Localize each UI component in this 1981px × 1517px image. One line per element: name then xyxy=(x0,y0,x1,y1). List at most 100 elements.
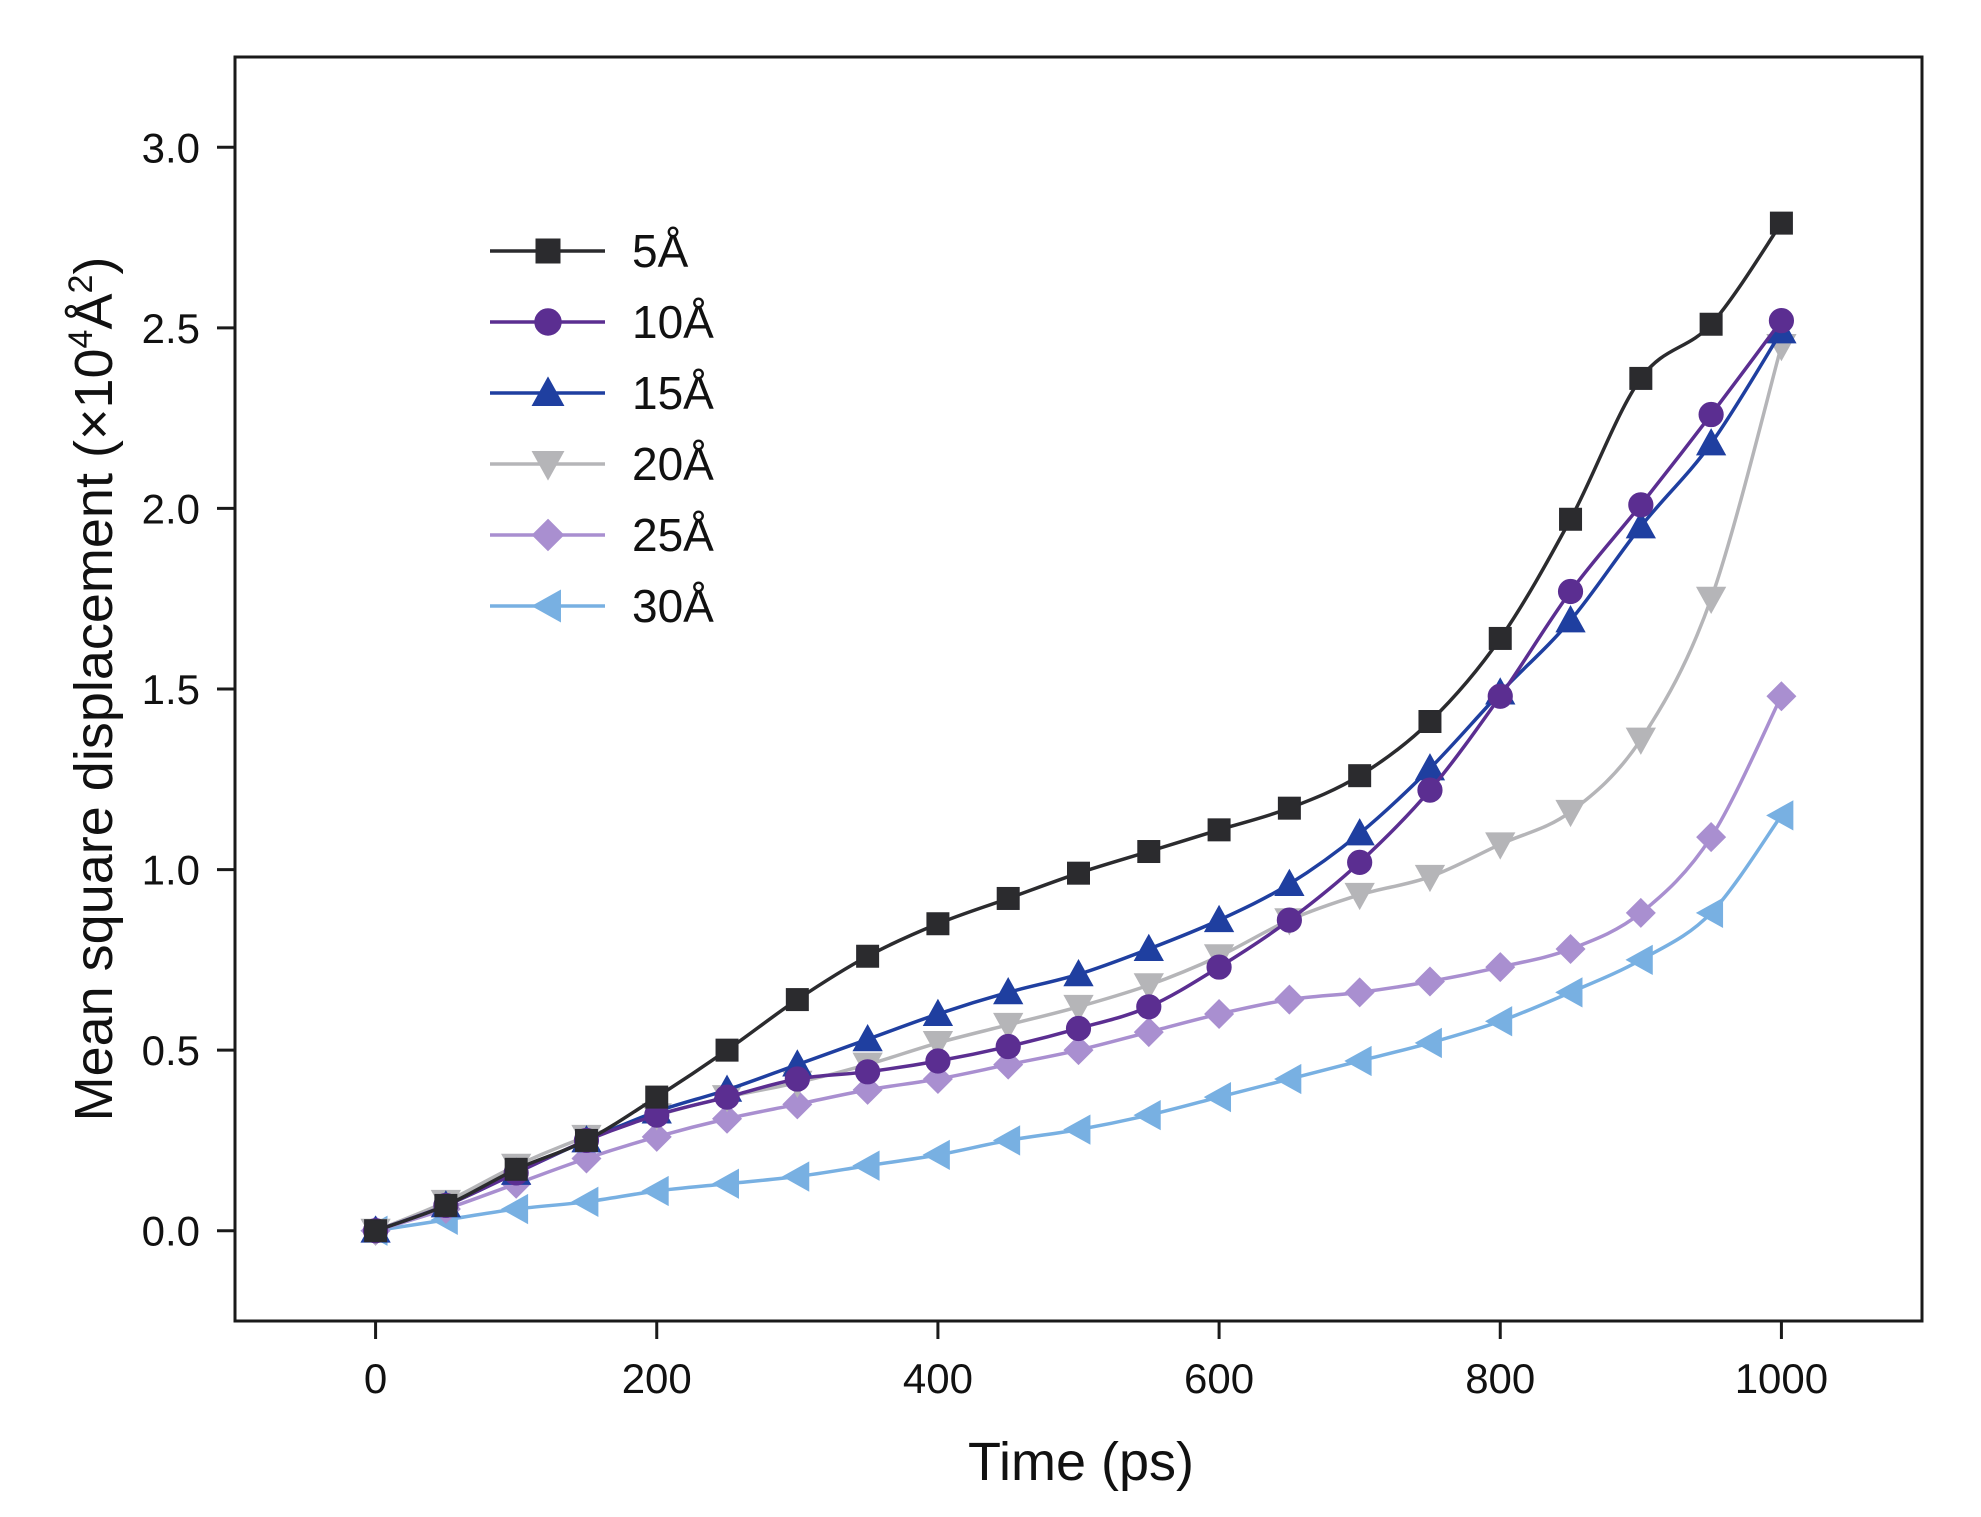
data-point-5Å-800 xyxy=(1488,626,1512,650)
data-point-15Å-500 xyxy=(1063,958,1094,987)
y-tick-label-3.0: 3.0 xyxy=(142,124,200,171)
data-point-30Å-500 xyxy=(1063,1114,1091,1145)
y-axis-title-main: Mean square displacement (×10 xyxy=(64,348,124,1121)
y-axis-title-close: ) xyxy=(64,257,124,275)
data-point-30Å-200 xyxy=(641,1175,669,1207)
series-5Å xyxy=(364,211,1793,1243)
data-point-5Å-300 xyxy=(785,988,809,1012)
data-point-15Å-850 xyxy=(1555,605,1586,633)
data-point-30Å-700 xyxy=(1344,1045,1372,1077)
series-30Å xyxy=(360,800,1794,1246)
y-tick-label-2.0: 2.0 xyxy=(142,485,200,532)
data-point-25Å-600 xyxy=(1204,999,1235,1030)
data-point-10Å-900 xyxy=(1628,492,1654,518)
data-point-5Å-250 xyxy=(715,1038,739,1062)
data-point-30Å-950 xyxy=(1695,897,1724,929)
legend-item-15Å: 15Å xyxy=(490,367,714,419)
data-point-25Å-900 xyxy=(1625,897,1656,928)
y-tick-label-2.5: 2.5 xyxy=(142,305,200,352)
data-point-25Å-550 xyxy=(1133,1017,1164,1048)
legend-marker-5Å xyxy=(535,238,561,264)
data-point-30Å-450 xyxy=(992,1125,1021,1156)
data-point-30Å-850 xyxy=(1555,977,1583,1008)
data-point-10Å-250 xyxy=(714,1084,740,1110)
series-line-10Å xyxy=(374,319,1783,1233)
data-point-20Å-500 xyxy=(1063,994,1094,1023)
data-point-10Å-350 xyxy=(855,1059,881,1085)
legend-label-10Å: 10Å xyxy=(632,296,714,348)
data-point-15Å-400 xyxy=(922,998,954,1026)
legend-item-20Å: 20Å xyxy=(490,438,714,490)
y-axis-title: Mean square displacement (×104Å2) xyxy=(62,257,124,1122)
data-point-10Å-1000 xyxy=(1768,308,1795,334)
data-point-25Å-300 xyxy=(782,1089,813,1120)
data-point-25Å-350 xyxy=(852,1074,883,1105)
data-point-20Å-950 xyxy=(1695,586,1727,615)
data-point-30Å-1000 xyxy=(1766,800,1794,831)
data-point-20Å-700 xyxy=(1344,882,1375,911)
x-tick-label-400: 400 xyxy=(903,1355,973,1402)
data-point-5Å-750 xyxy=(1418,710,1442,734)
series-15Å xyxy=(360,316,1797,1243)
data-point-25Å-800 xyxy=(1485,952,1516,983)
data-point-5Å-600 xyxy=(1207,818,1231,842)
data-point-10Å-500 xyxy=(1065,1015,1092,1042)
data-point-20Å-550 xyxy=(1133,973,1164,1001)
x-axis-title: Time (ps) xyxy=(968,1432,1194,1492)
data-point-25Å-650 xyxy=(1274,984,1305,1015)
data-point-5Å-850 xyxy=(1559,507,1583,531)
data-point-30Å-350 xyxy=(852,1150,880,1181)
series-line-5Å xyxy=(374,222,1783,1233)
data-point-5Å-950 xyxy=(1699,312,1723,336)
data-point-15Å-550 xyxy=(1133,933,1164,961)
data-point-25Å-750 xyxy=(1414,966,1445,997)
data-point-25Å-1000 xyxy=(1766,681,1797,712)
data-point-15Å-950 xyxy=(1695,428,1727,456)
data-point-30Å-150 xyxy=(571,1186,599,1217)
data-point-5Å-400 xyxy=(926,912,950,936)
data-point-25Å-850 xyxy=(1555,934,1586,965)
data-point-5Å-100 xyxy=(504,1157,528,1181)
data-point-5Å-1000 xyxy=(1769,211,1793,235)
data-point-30Å-400 xyxy=(922,1139,950,1171)
data-point-5Å-350 xyxy=(856,944,880,968)
x-tick-label-200: 200 xyxy=(622,1355,692,1402)
data-point-5Å-150 xyxy=(574,1128,598,1152)
data-point-10Å-300 xyxy=(784,1066,810,1092)
x-tick-label-600: 600 xyxy=(1184,1355,1254,1402)
data-point-5Å-0 xyxy=(364,1219,388,1243)
legend-marker-25Å xyxy=(531,518,565,552)
data-point-20Å-400 xyxy=(922,1030,954,1059)
data-point-20Å-750 xyxy=(1414,864,1446,893)
data-point-10Å-700 xyxy=(1347,849,1373,875)
data-point-20Å-450 xyxy=(993,1012,1024,1041)
data-point-10Å-450 xyxy=(995,1033,1021,1060)
data-point-25Å-250 xyxy=(712,1103,743,1134)
legend-marker-10Å xyxy=(534,308,562,336)
legend-marker-15Å xyxy=(531,376,565,406)
legend-item-5Å: 5Å xyxy=(490,225,689,277)
data-point-20Å-850 xyxy=(1555,799,1586,828)
data-point-10Å-950 xyxy=(1698,401,1724,428)
legend-label-15Å: 15Å xyxy=(632,367,714,419)
data-point-5Å-650 xyxy=(1277,796,1301,820)
data-point-10Å-550 xyxy=(1136,994,1162,1020)
data-point-25Å-500 xyxy=(1063,1035,1094,1066)
legend-label-20Å: 20Å xyxy=(632,438,714,490)
data-point-30Å-550 xyxy=(1133,1099,1161,1131)
legend-item-25Å: 25Å xyxy=(490,509,714,561)
data-point-5Å-700 xyxy=(1348,764,1372,788)
data-point-5Å-900 xyxy=(1629,366,1653,390)
data-point-5Å-450 xyxy=(996,886,1020,910)
series-line-20Å xyxy=(374,345,1784,1233)
data-point-25Å-700 xyxy=(1344,977,1375,1008)
y-tick-label-0.0: 0.0 xyxy=(142,1208,200,1255)
data-point-10Å-400 xyxy=(925,1048,951,1074)
data-point-15Å-900 xyxy=(1625,511,1656,539)
y-tick-label-0.5: 0.5 xyxy=(142,1027,200,1074)
data-point-5Å-200 xyxy=(645,1085,669,1109)
x-tick-label-1000: 1000 xyxy=(1735,1355,1828,1402)
y-axis-title-exponent: 4 xyxy=(62,330,100,349)
data-point-30Å-900 xyxy=(1625,944,1653,976)
data-point-15Å-350 xyxy=(852,1023,883,1052)
